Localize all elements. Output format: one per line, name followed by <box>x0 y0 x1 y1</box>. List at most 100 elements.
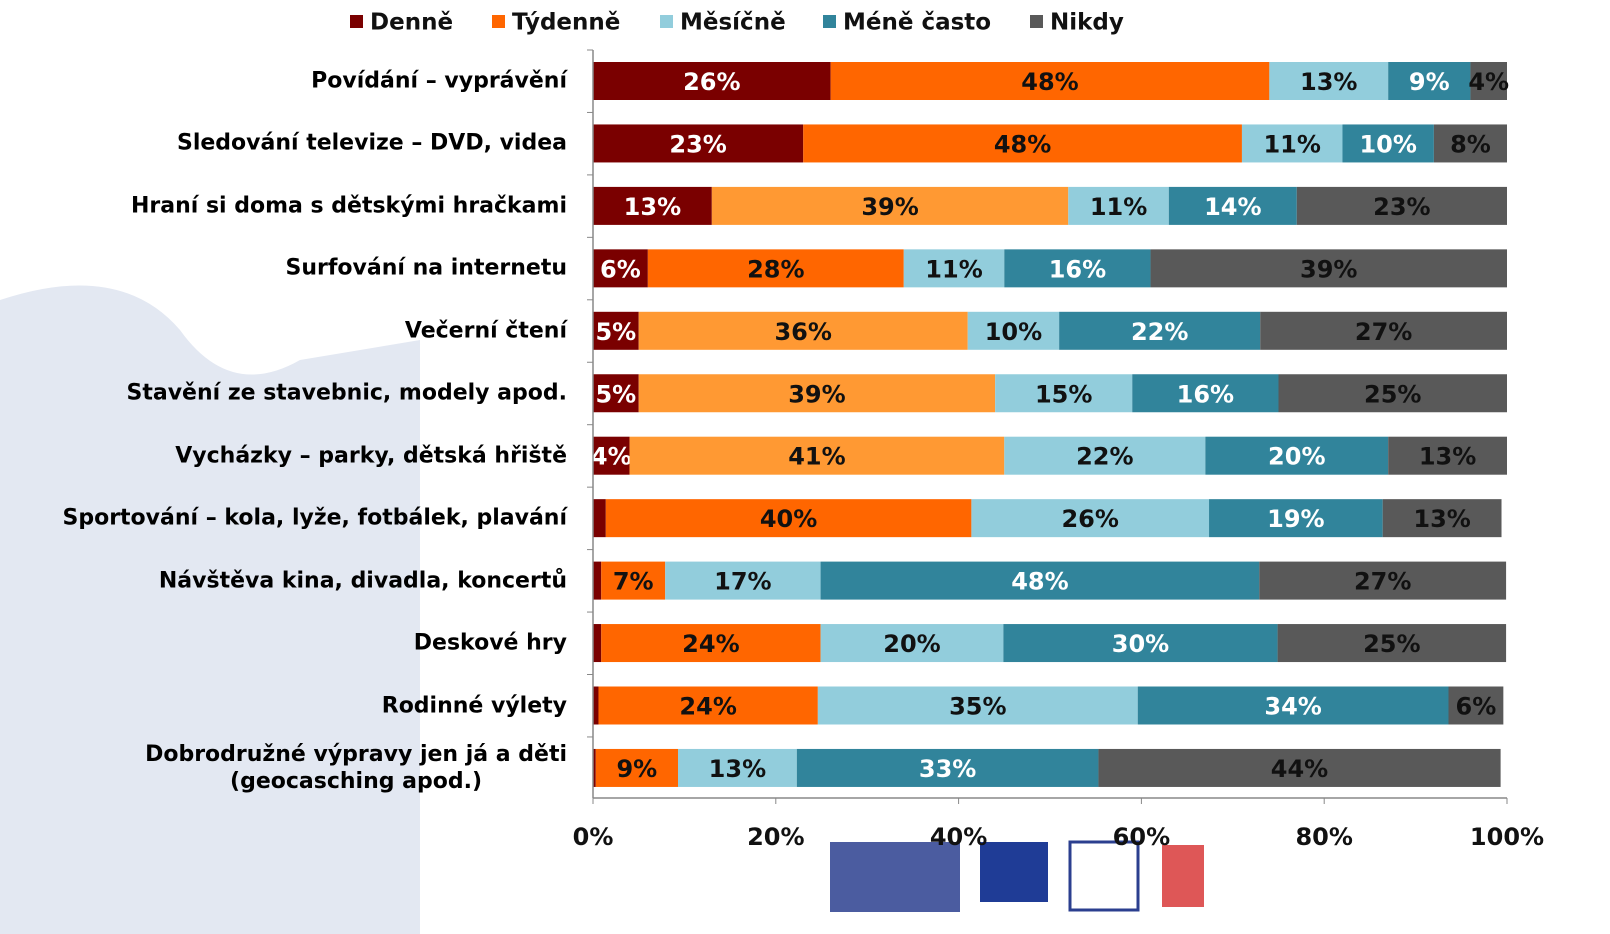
data-label: 6% <box>600 255 641 283</box>
legend-swatch <box>1030 15 1043 28</box>
data-label: 41% <box>788 443 845 471</box>
data-label: 39% <box>788 380 845 408</box>
data-label: 16% <box>1177 380 1234 408</box>
bar-segment <box>593 561 602 600</box>
bar-segment <box>1260 311 1507 350</box>
x-tick-label: 60% <box>1113 823 1170 851</box>
bar-segment <box>1388 62 1471 100</box>
data-label: 33% <box>919 755 976 783</box>
bar-segment <box>678 748 797 787</box>
bar-segment <box>830 62 1270 100</box>
data-label: 20% <box>883 630 940 658</box>
bar-segment <box>593 748 596 787</box>
data-label: 34% <box>1264 693 1321 721</box>
bar-segment <box>1003 624 1278 663</box>
bar-segment <box>1059 311 1261 350</box>
data-label: 16% <box>1049 255 1106 283</box>
bar-segment <box>647 249 904 288</box>
x-tick-label: 40% <box>930 823 987 851</box>
bar-segment <box>593 249 648 288</box>
legend-label: Měsíčně <box>680 10 786 36</box>
bar-segment <box>1342 124 1434 163</box>
category-label: Sledování televize – DVD, videa <box>176 130 567 156</box>
bar-segment <box>593 62 831 100</box>
data-label: 13% <box>1300 68 1357 96</box>
bar-segment <box>1209 499 1383 538</box>
data-label: 10% <box>1359 130 1416 158</box>
bar-segment <box>903 249 1005 288</box>
data-label: 35% <box>949 693 1006 721</box>
bar-segment <box>1433 124 1507 163</box>
x-tick-label: 100% <box>1470 823 1544 851</box>
bar-segment <box>593 374 639 413</box>
data-label: 13% <box>624 193 681 221</box>
data-label: 28% <box>747 255 804 283</box>
bar-segment <box>1205 436 1389 475</box>
legend-swatch <box>660 15 673 28</box>
bar-segment <box>967 311 1060 350</box>
data-label: 9% <box>1409 68 1450 96</box>
bar-segment <box>1004 249 1151 288</box>
bar-segment <box>601 561 666 600</box>
data-label: 25% <box>1364 380 1421 408</box>
background-shape <box>0 285 420 934</box>
x-tick-label: 0% <box>573 823 614 851</box>
legend-swatch <box>823 15 836 28</box>
bar-segment <box>593 624 602 663</box>
bar-segment <box>595 748 679 787</box>
data-label: 5% <box>595 318 636 346</box>
bar-segment <box>1388 436 1507 475</box>
bar-segment <box>1098 748 1501 787</box>
data-label: 14% <box>1204 193 1261 221</box>
data-label: 13% <box>1419 443 1476 471</box>
data-label: 40% <box>760 505 817 533</box>
data-label: 7% <box>613 568 654 596</box>
x-tick-label: 80% <box>1295 823 1352 851</box>
category-label: Deskové hry <box>413 630 567 656</box>
data-label: 5% <box>595 380 636 408</box>
bar-segment <box>593 499 606 538</box>
bar-segment <box>1132 374 1279 413</box>
category-label: Sportování – kola, lyže, fotbálek, plavá… <box>62 505 567 531</box>
bar-segment <box>593 124 804 163</box>
logos <box>830 840 1204 912</box>
category-label: Dobrodružné výpravy jen já a děti (geoca… <box>145 741 567 794</box>
bar-segment <box>1241 124 1343 163</box>
bar-segment <box>605 499 972 538</box>
data-label: 39% <box>1300 255 1357 283</box>
bar-segment <box>665 561 821 600</box>
data-label: 26% <box>683 68 740 96</box>
bar-segment <box>971 499 1210 538</box>
data-label: 39% <box>861 193 918 221</box>
data-label: 22% <box>1131 318 1188 346</box>
bar-segment <box>1269 62 1389 100</box>
bar-segment <box>1382 499 1502 538</box>
bar-segment <box>598 686 818 725</box>
data-label: 11% <box>1090 193 1147 221</box>
category-label: Povídání – vyprávění <box>311 68 567 94</box>
data-label: 24% <box>679 693 736 721</box>
data-label: 48% <box>1021 68 1078 96</box>
bar-segment <box>593 436 630 475</box>
bar-segment <box>1277 624 1507 663</box>
bar-segment <box>820 561 1260 600</box>
legend-swatch <box>492 15 505 28</box>
data-label: 36% <box>774 318 831 346</box>
data-label: 15% <box>1035 380 1092 408</box>
bar-segment <box>1470 62 1507 100</box>
data-label: 27% <box>1354 568 1411 596</box>
data-label: 23% <box>669 130 726 158</box>
data-label: 4% <box>1468 68 1509 96</box>
bar-segment <box>601 624 821 663</box>
data-label: 23% <box>1373 193 1430 221</box>
data-label: 24% <box>682 630 739 658</box>
data-label: 19% <box>1267 505 1324 533</box>
data-label: 8% <box>1450 130 1491 158</box>
bar-segment <box>1137 686 1449 725</box>
legend-label: Nikdy <box>1050 10 1124 36</box>
data-label: 10% <box>985 318 1042 346</box>
data-label: 4% <box>591 443 632 471</box>
data-label: 30% <box>1112 630 1169 658</box>
